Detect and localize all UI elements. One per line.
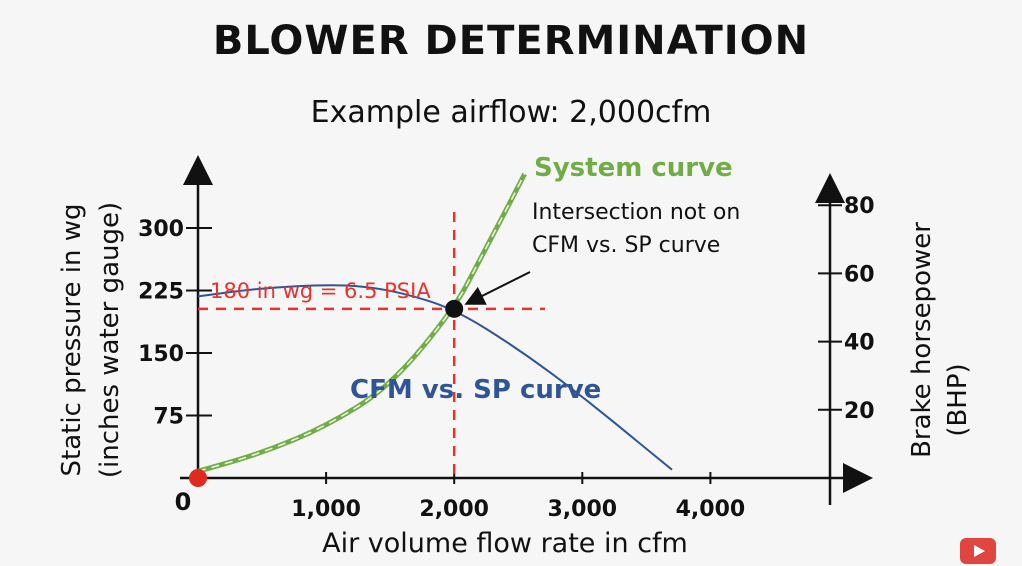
x-tick-label: 2,000 — [419, 497, 489, 522]
play-icon — [974, 545, 985, 557]
origin-point — [189, 469, 207, 487]
intersection-note-line2: CFM vs. SP curve — [532, 233, 720, 258]
right-y-tick-label: 60 — [844, 262, 875, 287]
origin-label: 0 — [175, 488, 192, 516]
left-y-tick-label: 75 — [153, 405, 184, 430]
slide-subtitle: Example airflow: 2,000cfm — [311, 95, 712, 130]
left-y-tick-label: 150 — [138, 342, 184, 367]
cfm-sp-curve-label: CFM vs. SP curve — [350, 375, 601, 405]
right-y-tick-label: 20 — [844, 399, 875, 424]
slide-title: BLOWER DETERMINATION — [213, 18, 809, 64]
cfm-sp-curve-line — [197, 284, 673, 471]
left-y-axis-label-line2: (inches water gauge) — [95, 202, 125, 478]
intersection-note-line1: Intersection not on — [532, 200, 740, 225]
left-y-tick-label: 225 — [138, 280, 184, 305]
x-tick-label: 1,000 — [291, 497, 361, 522]
x-tick-label: 4,000 — [676, 497, 746, 522]
left-y-tick-label: 300 — [138, 217, 184, 242]
right-y-axis-label-line1: Brake horsepower — [907, 222, 937, 458]
left-y-axis-label-line1: Static pressure in wg — [57, 204, 87, 477]
x-axis-label: Air volume flow rate in cfm — [322, 528, 688, 559]
right-y-tick-label: 40 — [844, 331, 875, 356]
right-y-tick-label: 80 — [844, 194, 875, 219]
system-curve-label: System curve — [534, 153, 733, 183]
right-y-axis-label-line2: (BHP) — [943, 363, 973, 436]
intersection-pointer-arrow — [464, 271, 531, 305]
play-button[interactable] — [960, 538, 996, 564]
x-tick-label: 3,000 — [548, 497, 618, 522]
pressure-annotation: 180 in wg = 6.5 PSIA — [210, 279, 431, 303]
intersection-point — [445, 299, 464, 318]
system-curve-dash-overlay — [197, 173, 526, 473]
